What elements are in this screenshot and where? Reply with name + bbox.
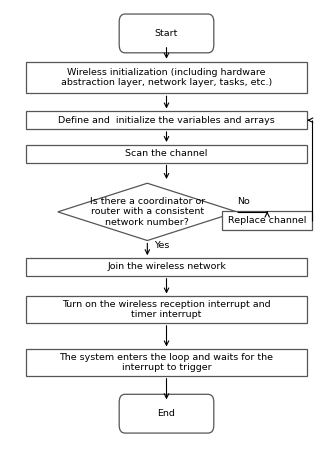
- Text: Yes: Yes: [154, 241, 169, 250]
- Bar: [26, 112, 307, 129]
- FancyBboxPatch shape: [119, 394, 214, 433]
- Text: Replace channel: Replace channel: [228, 216, 306, 225]
- Bar: [222, 212, 312, 230]
- Bar: [26, 297, 307, 323]
- Text: Define and  initialize the variables and arrays: Define and initialize the variables and …: [58, 116, 275, 125]
- Text: Turn on the wireless reception interrupt and
timer interrupt: Turn on the wireless reception interrupt…: [62, 300, 271, 319]
- FancyBboxPatch shape: [119, 14, 214, 53]
- Text: End: End: [158, 409, 175, 418]
- Bar: [26, 258, 307, 276]
- Text: Wireless initialization (including hardware
abstraction layer, network layer, ta: Wireless initialization (including hardw…: [61, 68, 272, 87]
- Bar: [26, 62, 307, 93]
- Text: Start: Start: [155, 29, 178, 38]
- Bar: [26, 349, 307, 376]
- Bar: [26, 145, 307, 162]
- Text: Scan the channel: Scan the channel: [125, 149, 208, 158]
- Text: No: No: [237, 197, 249, 206]
- Text: Is there a coordinator or
router with a consistent
network number?: Is there a coordinator or router with a …: [90, 197, 205, 227]
- Polygon shape: [58, 183, 237, 241]
- Text: Join the wireless network: Join the wireless network: [107, 263, 226, 271]
- Text: The system enters the loop and waits for the
interrupt to trigger: The system enters the loop and waits for…: [60, 353, 273, 372]
